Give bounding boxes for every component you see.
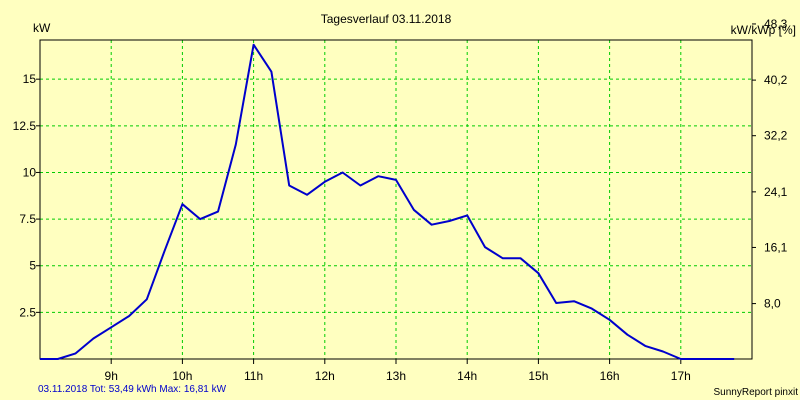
chart-title: Tagesverlauf 03.11.2018 bbox=[321, 12, 452, 26]
y-left-tick-label: 5 bbox=[29, 259, 36, 273]
footer-summary: 03.11.2018 Tot: 53,49 kWh Max: 16,81 kW bbox=[38, 384, 227, 395]
x-tick-label: 11h bbox=[244, 369, 263, 383]
y-right-tick-label: 40,2 bbox=[764, 73, 788, 87]
x-tick-label: 15h bbox=[528, 369, 548, 383]
x-tick-label: 14h bbox=[457, 369, 477, 383]
y-left-tick-label: 15 bbox=[23, 72, 37, 86]
y-right-tick-label: 32,2 bbox=[764, 129, 788, 143]
tick-labels: 9h 10h 11h 12h 13h 14h 15h 16h 17h 2.5 5 7.5 10 12.5 1… bbox=[13, 17, 788, 383]
footer-credit: SunnyReport pinxit bbox=[714, 387, 799, 398]
y-axis-right-label: kW/kWp [%] bbox=[731, 23, 796, 37]
grid-lines bbox=[40, 40, 752, 359]
y-left-tick-label: 7.5 bbox=[19, 212, 36, 226]
y-right-tick-label: 8,0 bbox=[764, 297, 781, 311]
y-left-tick-label: 2.5 bbox=[19, 305, 36, 319]
y-right-tick-label: 48,3 bbox=[764, 17, 788, 31]
x-tick-label: 10h bbox=[172, 369, 192, 383]
x-tick-label: 17h bbox=[671, 369, 691, 383]
y-left-tick-label: 12.5 bbox=[13, 119, 37, 133]
axes bbox=[36, 23, 756, 364]
y-axis-left-label: kW bbox=[33, 21, 51, 35]
plot-frame bbox=[39, 39, 753, 360]
series-line bbox=[40, 43, 735, 360]
y-right-tick-label: 16,1 bbox=[764, 240, 788, 254]
x-tick-label: 9h bbox=[105, 369, 118, 383]
x-tick-label: 12h bbox=[315, 369, 335, 383]
x-tick-label: 13h bbox=[386, 369, 406, 383]
y-right-tick-label: 24,1 bbox=[764, 185, 788, 199]
y-left-tick-label: 10 bbox=[23, 165, 37, 179]
x-tick-label: 16h bbox=[600, 369, 620, 383]
